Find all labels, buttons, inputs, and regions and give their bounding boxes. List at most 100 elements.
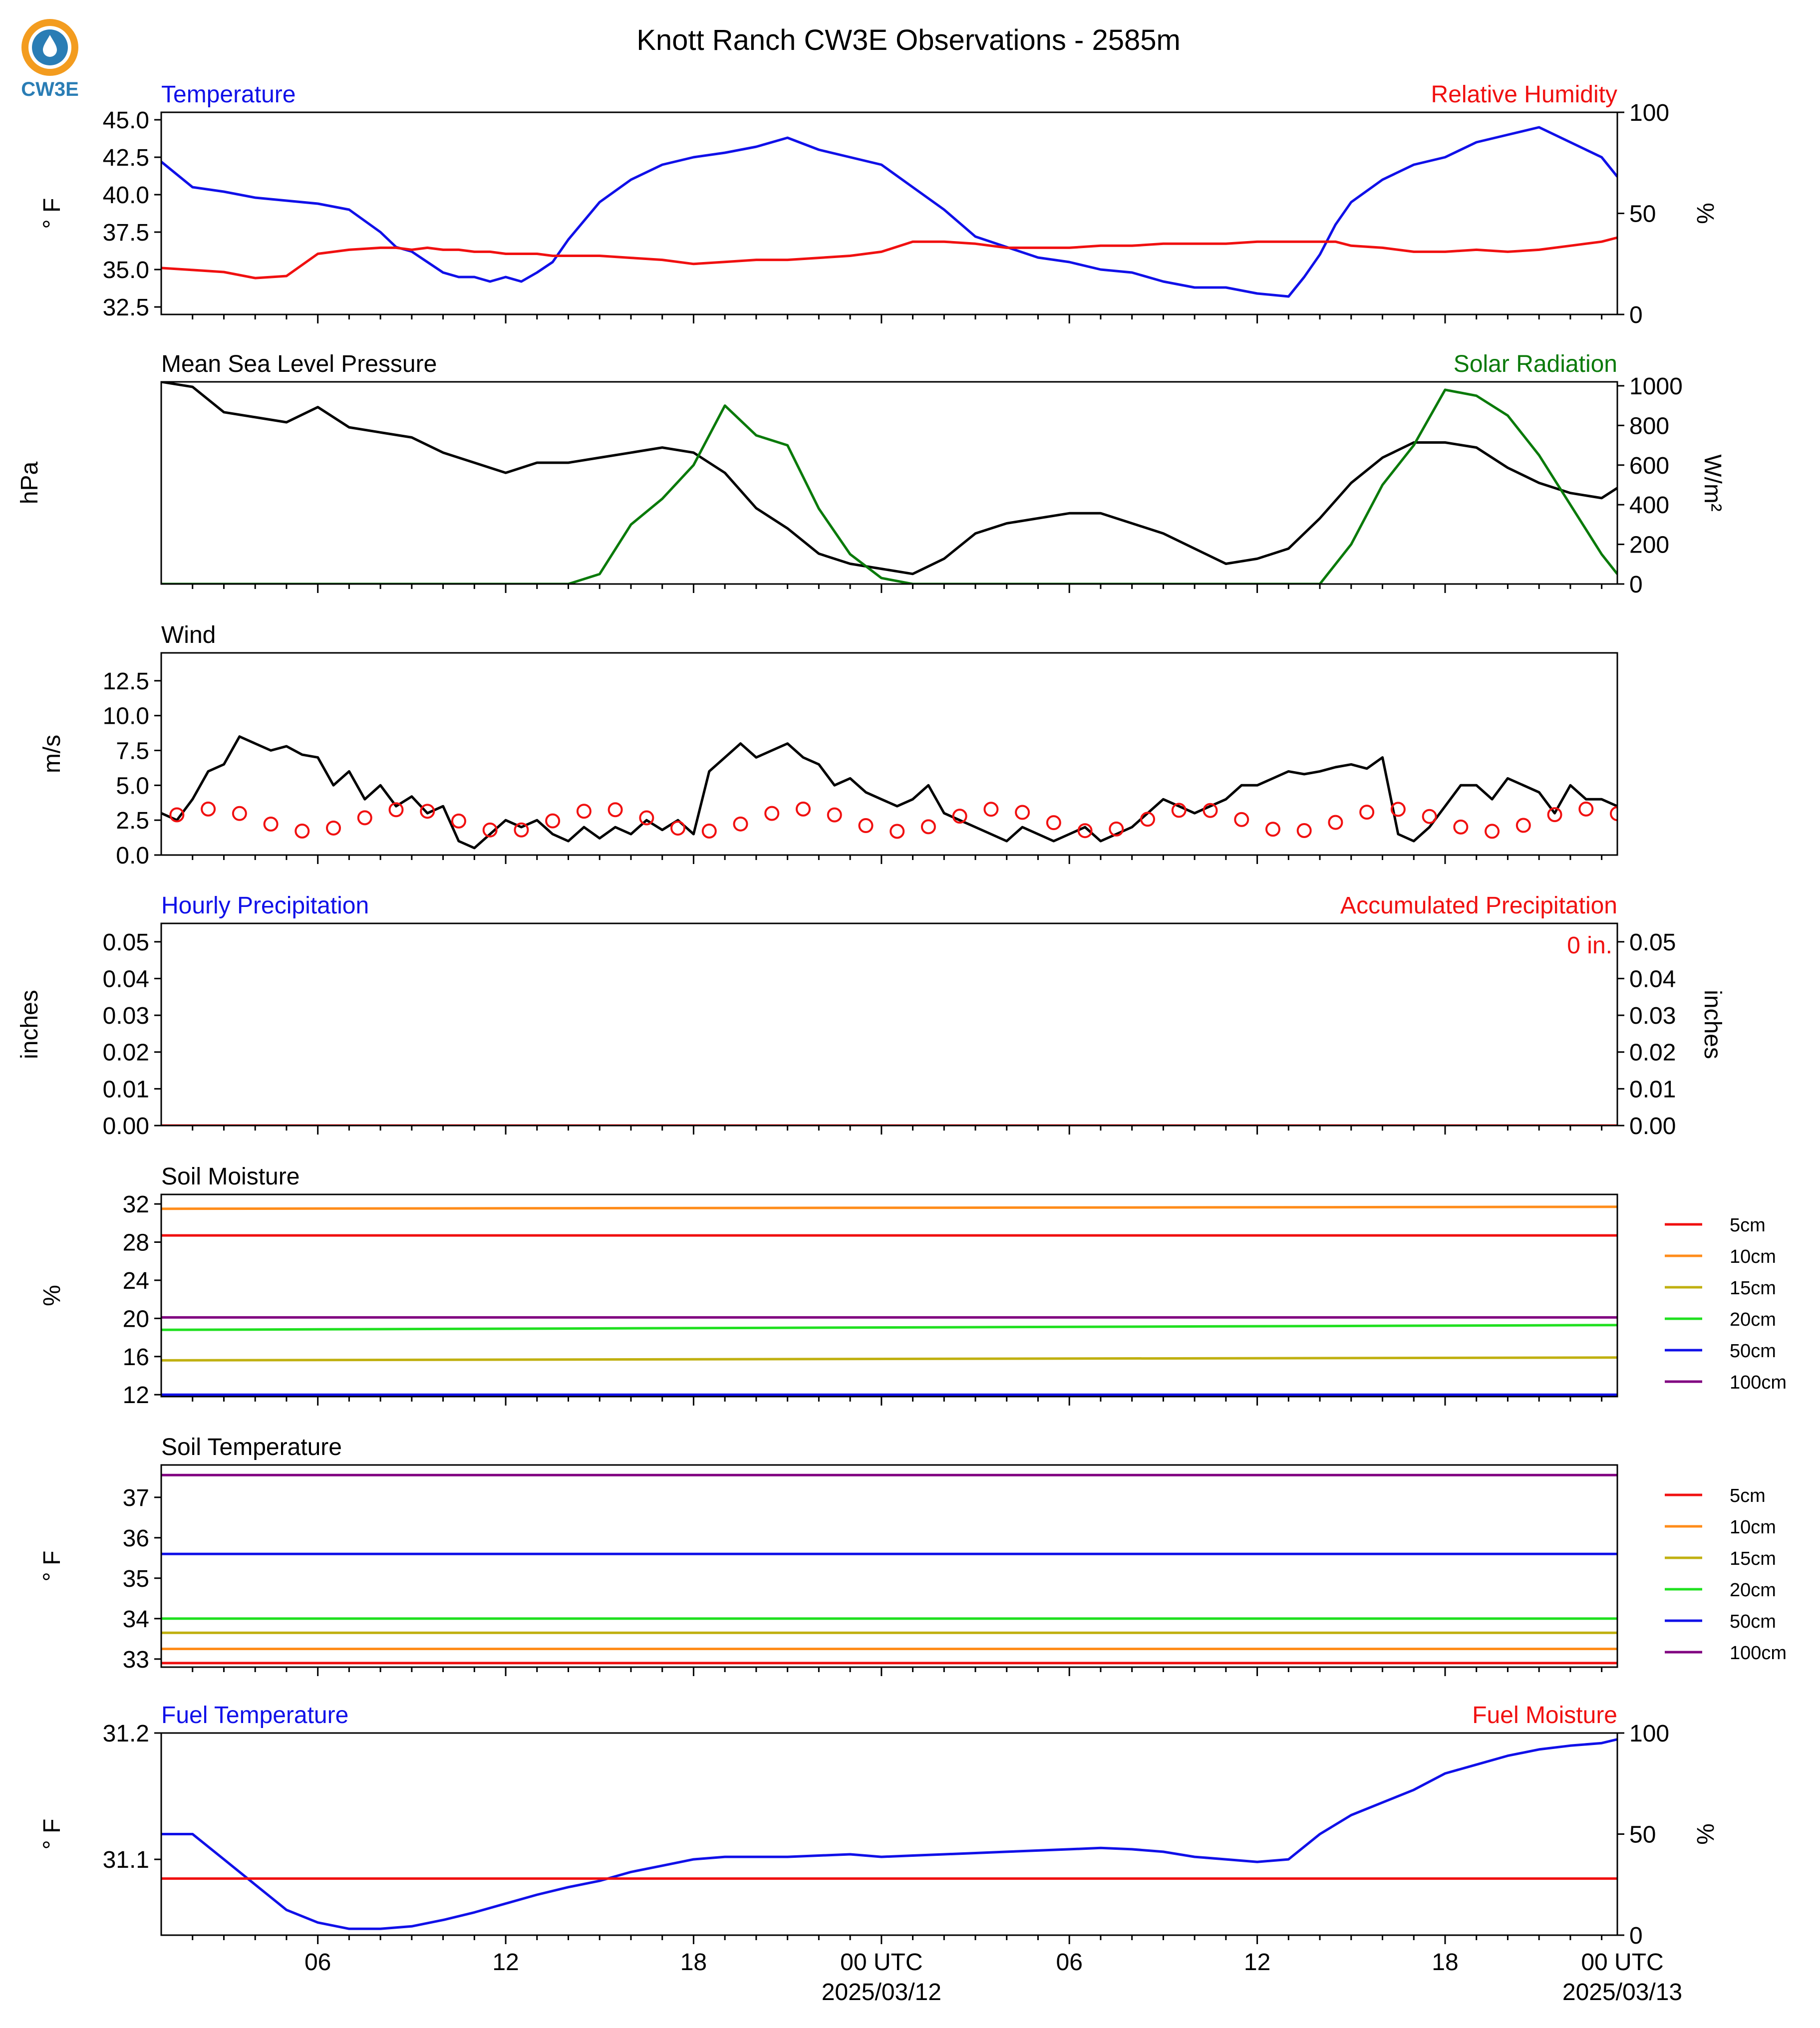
y-tick-label: 33 <box>123 1647 149 1673</box>
wind-barb-marker <box>295 824 310 839</box>
y-tick-label-right: 50 <box>1629 201 1656 228</box>
y-tick-label: 12.5 <box>103 668 149 695</box>
wind-barb-marker <box>1203 803 1218 818</box>
y-tick-label: 45.0 <box>103 107 149 134</box>
y-tick-label: 35 <box>123 1566 149 1592</box>
y-tick-label-right: 100 <box>1629 1721 1669 1747</box>
y-tick-label: 0.02 <box>103 1040 149 1066</box>
panel-pressure: Mean Sea Level Pressure Solar Radiation 10… <box>16 351 1726 598</box>
x-tick-label: 06 <box>1056 1949 1083 1976</box>
x-tick-label: 12 <box>1244 1949 1270 1976</box>
accumulated-annotation: 0 in. <box>1567 932 1612 959</box>
wind-barb-marker <box>1015 805 1030 820</box>
series-line-mean-sea-level-pressure <box>161 382 1617 576</box>
y-tick-label-right: 600 <box>1629 453 1669 479</box>
wind-barb-marker <box>1610 806 1617 822</box>
panel-title-left: Fuel Temperature <box>161 1702 348 1729</box>
wind-barb-marker <box>545 813 561 829</box>
y-tick-label: 34 <box>123 1606 149 1633</box>
y-tick-label-right: 0.01 <box>1629 1076 1676 1103</box>
y-tick-label-right: 1000 <box>1629 373 1683 400</box>
legend-label: 100cm <box>1730 1372 1787 1393</box>
y-tick-label: 42.5 <box>103 145 149 171</box>
panel-title-left: Temperature <box>161 81 296 108</box>
logo-ring <box>21 19 78 76</box>
y-axis-label: ° F <box>39 1551 65 1582</box>
panel-temperature: Temperature Relative Humidity 32.5 35.0 37.5… <box>39 81 1718 328</box>
x-tick-label: 12 <box>492 1949 519 1976</box>
wind-barb-marker <box>263 817 279 832</box>
wind-barb-marker <box>1328 815 1343 830</box>
y-tick-label-right: 50 <box>1629 1822 1656 1848</box>
panel-title-left: Soil Temperature <box>161 1434 342 1460</box>
legend-label: 15cm <box>1730 1548 1776 1569</box>
series-line-temperature <box>161 126 1617 298</box>
series-group <box>161 1473 1617 1665</box>
y-tick-label: 10.0 <box>103 703 149 730</box>
y-tick-label: 0.03 <box>103 1003 149 1029</box>
x-tick-label: 00 UTC <box>840 1949 922 1976</box>
y-axis-label-right: W/m² <box>1699 454 1726 512</box>
series-group <box>161 1205 1617 1396</box>
panel-fuel: Fuel Temperature Fuel Moisture 31.1 31.2 0 50… <box>39 1702 1718 1949</box>
y-tick-label-right: 800 <box>1629 413 1669 439</box>
y-tick-label: 0.0 <box>116 843 149 869</box>
legend-label: 50cm <box>1730 1341 1776 1362</box>
wind-barb-marker <box>827 807 842 823</box>
wind-barb-marker <box>326 820 341 836</box>
y-tick-label-right: 100 <box>1629 100 1669 126</box>
y-tick-label: 5.0 <box>116 773 149 799</box>
y-axis-label: inches <box>16 990 43 1059</box>
legend-label: 50cm <box>1730 1611 1776 1632</box>
wind-barb-marker <box>1453 819 1469 835</box>
wind-barb-marker <box>1547 807 1562 823</box>
x-tick-label: 18 <box>680 1949 707 1976</box>
legend-label: 10cm <box>1730 1246 1776 1267</box>
y-tick-label-right: 0.03 <box>1629 1003 1676 1029</box>
x-tick-label: 00 UTC <box>1581 1949 1663 1976</box>
series-line-15cm <box>161 1356 1617 1362</box>
series-line-wind <box>161 735 1617 850</box>
cw3e-logo: CW3E <box>21 19 79 100</box>
panel-frame <box>160 1732 1618 1936</box>
y-tick-label: 0.04 <box>103 966 149 992</box>
y-tick-label: 37.5 <box>103 220 149 246</box>
legend-label: 15cm <box>1730 1278 1776 1299</box>
panel-title-right: Accumulated Precipitation <box>1340 892 1617 919</box>
series-group <box>161 1738 1617 1930</box>
y-tick-label-right: 0.02 <box>1629 1040 1676 1066</box>
legend-label: 20cm <box>1730 1309 1776 1330</box>
wind-barb-marker <box>701 823 717 839</box>
x-tick-label: 18 <box>1432 1949 1458 1976</box>
panel-frame <box>160 111 1618 315</box>
y-tick-label: 12 <box>123 1382 149 1409</box>
y-tick-label-right: 200 <box>1629 532 1669 559</box>
wind-barb-marker <box>1171 803 1187 818</box>
y-tick-label-right: 0.05 <box>1629 929 1676 956</box>
y-tick-label: 28 <box>123 1230 149 1256</box>
panel-title-left: Soil Moisture <box>161 1163 300 1190</box>
y-axis-label: % <box>39 1285 65 1306</box>
y-tick-label: 40.0 <box>103 182 149 209</box>
wind-barb-marker <box>576 804 592 819</box>
y-axis-label-right: inches <box>1699 990 1726 1059</box>
wind-barb-marker <box>388 802 404 818</box>
y-tick-label: 31.1 <box>103 1847 149 1873</box>
panel-title-left: Wind <box>161 622 216 648</box>
legend-label: 5cm <box>1730 1485 1766 1506</box>
wind-barb-marker <box>1390 802 1406 817</box>
wind-barb-marker <box>1077 823 1093 839</box>
y-tick-label-right: 0 <box>1629 1923 1643 1949</box>
wind-barb-marker <box>858 818 874 834</box>
series-line-10cm <box>161 1205 1617 1210</box>
y-tick-label-right: 400 <box>1629 492 1669 519</box>
y-axis-label: m/s <box>39 735 65 773</box>
panel-frame <box>160 381 1618 585</box>
panel-soil_temperature: Soil Temperature 33 34 35 36 37 ° F 5cm 10cm 15cm… <box>39 1434 1787 1676</box>
y-tick-label: 7.5 <box>116 738 149 765</box>
figure-title: Knott Ranch CW3E Observations - 2585m <box>636 24 1181 56</box>
wind-barb-marker <box>1516 818 1531 833</box>
panel-precipitation: Hourly Precipitation Accumulated Precipit… <box>16 892 1726 1140</box>
y-axis-label-right: % <box>1692 1823 1718 1845</box>
